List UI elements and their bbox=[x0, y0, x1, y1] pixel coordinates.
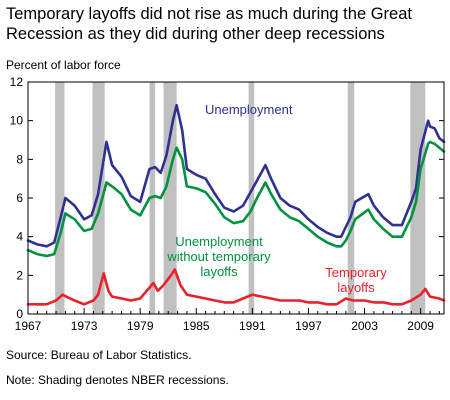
chart-title: Temporary layoffs did not rise as much d… bbox=[6, 5, 412, 43]
y-tick-label: 12 bbox=[10, 75, 24, 89]
axes: 0 2 4 6 8 10 12 1967 1973 1979 1985 1991 1997 2003 200… bbox=[10, 75, 445, 333]
x-tick-label: 1985 bbox=[183, 319, 210, 333]
recession-band-4 bbox=[163, 82, 177, 314]
x-tick-label: 2009 bbox=[407, 319, 434, 333]
annotation-without-temp-2: without temporary bbox=[166, 249, 271, 264]
series-temporary-layoffs bbox=[26, 268, 446, 306]
shading-note: Note: Shading denotes NBER recessions. bbox=[6, 373, 229, 387]
y-tick-label: 6 bbox=[16, 191, 23, 205]
annotations: Unemployment Unemployment without tempor… bbox=[166, 102, 387, 295]
y-axis-label: Percent of labor force bbox=[6, 58, 121, 72]
series-unemployment bbox=[26, 103, 446, 248]
annotation-temp-1: Temporary bbox=[325, 265, 387, 280]
x-tick-label: 1973 bbox=[71, 319, 98, 333]
annotation-without-temp-3: layoffs bbox=[200, 264, 238, 279]
recession-band-6 bbox=[347, 82, 355, 314]
source-note: Source: Bureau of Labor Statistics. bbox=[6, 348, 192, 362]
series-unemployment-without-temporary-layoffs bbox=[26, 140, 446, 258]
y-tick-label: 2 bbox=[16, 268, 23, 282]
x-tick-label: 2003 bbox=[351, 319, 378, 333]
y-tick-label: 8 bbox=[16, 152, 23, 166]
y-tick-label: 0 bbox=[16, 307, 23, 321]
x-tick-label: 1991 bbox=[239, 319, 266, 333]
recession-band-5 bbox=[248, 82, 255, 314]
recession-band-1 bbox=[55, 82, 65, 314]
series-lines bbox=[26, 103, 446, 306]
annotation-temp-2: layoffs bbox=[337, 280, 375, 295]
annotation-without-temp-1: Unemployment bbox=[175, 234, 263, 249]
x-tick-label: 1979 bbox=[127, 319, 154, 333]
x-tick-label: 1997 bbox=[295, 319, 322, 333]
annotation-unemployment: Unemployment bbox=[205, 102, 293, 117]
recession-band-2 bbox=[92, 82, 105, 314]
x-tick-label: 1967 bbox=[15, 319, 42, 333]
y-tick-label: 10 bbox=[10, 114, 24, 128]
y-tick-label: 4 bbox=[16, 230, 23, 244]
